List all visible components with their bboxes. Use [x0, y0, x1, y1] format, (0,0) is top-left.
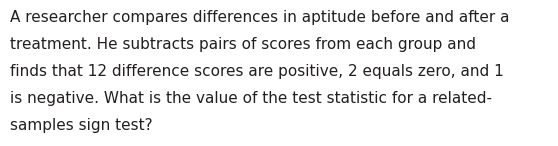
- Text: is negative. What is the value of the test statistic for a related-: is negative. What is the value of the te…: [10, 91, 492, 106]
- Text: samples sign test?: samples sign test?: [10, 118, 153, 133]
- Text: finds that 12 difference scores are positive, 2 equals zero, and 1: finds that 12 difference scores are posi…: [10, 64, 504, 79]
- Text: treatment. He subtracts pairs of scores from each group and: treatment. He subtracts pairs of scores …: [10, 37, 476, 52]
- Text: A researcher compares differences in aptitude before and after a: A researcher compares differences in apt…: [10, 10, 509, 25]
